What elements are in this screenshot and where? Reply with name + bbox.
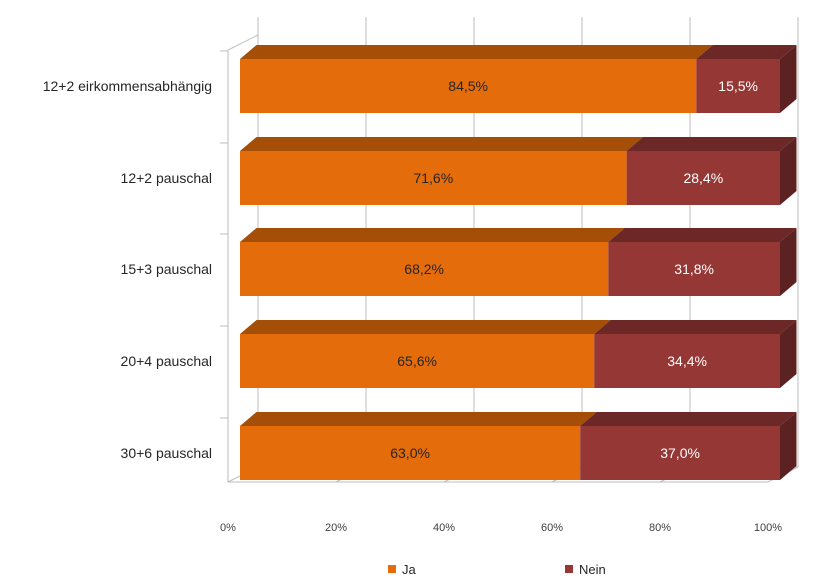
side-wall-edge <box>227 34 259 482</box>
bar-top-nein <box>608 228 797 242</box>
legend-label: Ja <box>402 562 417 577</box>
bar-nein <box>696 59 780 113</box>
x-tick-label: 0% <box>220 522 236 534</box>
bar-top-ja <box>240 412 597 426</box>
bar-top-nein <box>696 45 797 59</box>
bar-top-nein <box>626 137 797 151</box>
x-tick-label: 100% <box>754 522 782 534</box>
bar-top-ja <box>240 320 611 334</box>
legend-swatch-ja <box>388 565 396 573</box>
x-tick-label: 60% <box>541 522 563 534</box>
bar-side-nein <box>780 137 797 205</box>
bar-ja <box>240 334 595 388</box>
category-label: 20+4 pauschal <box>121 353 212 369</box>
category-label: 12+2 pauschal <box>121 170 212 186</box>
bar-nein <box>594 334 780 388</box>
data-label: 37,0% <box>660 445 700 461</box>
bar-top-ja <box>240 228 625 242</box>
bar-ja <box>240 59 697 113</box>
legend-swatch-nein <box>565 565 573 573</box>
data-label: 65,6% <box>397 353 437 369</box>
bar-nein <box>608 242 780 296</box>
bar-top-nein <box>580 412 797 426</box>
data-label: 71,6% <box>413 170 453 186</box>
x-tick-label: 80% <box>649 522 671 534</box>
bar-nein <box>580 426 780 480</box>
data-label: 34,4% <box>667 353 707 369</box>
data-label: 28,4% <box>683 170 723 186</box>
bar-ja <box>240 151 627 205</box>
category-label: 30+6 pauschal <box>121 445 212 461</box>
bar-ja <box>240 426 581 480</box>
data-label: 15,5% <box>718 78 758 94</box>
x-tick-label: 20% <box>325 522 347 534</box>
category-label: 15+3 pauschal <box>121 261 212 277</box>
bar-side-nein <box>780 228 797 296</box>
category-label: 12+2 eirkommensabhängig <box>43 78 212 94</box>
bar-side-nein <box>780 320 797 388</box>
bar-top-nein <box>594 320 797 334</box>
data-label: 31,8% <box>674 261 714 277</box>
bar-top-ja <box>240 137 644 151</box>
bar-top-ja <box>240 45 713 59</box>
bar-ja <box>240 242 609 296</box>
data-label: 63,0% <box>390 445 430 461</box>
data-label: 84,5% <box>448 78 488 94</box>
data-label: 68,2% <box>404 261 444 277</box>
bar-side-nein <box>780 45 797 113</box>
bar-side-nein <box>780 412 797 480</box>
legend-label: Nein <box>579 562 606 577</box>
bar-nein <box>626 151 780 205</box>
x-tick-label: 40% <box>433 522 455 534</box>
